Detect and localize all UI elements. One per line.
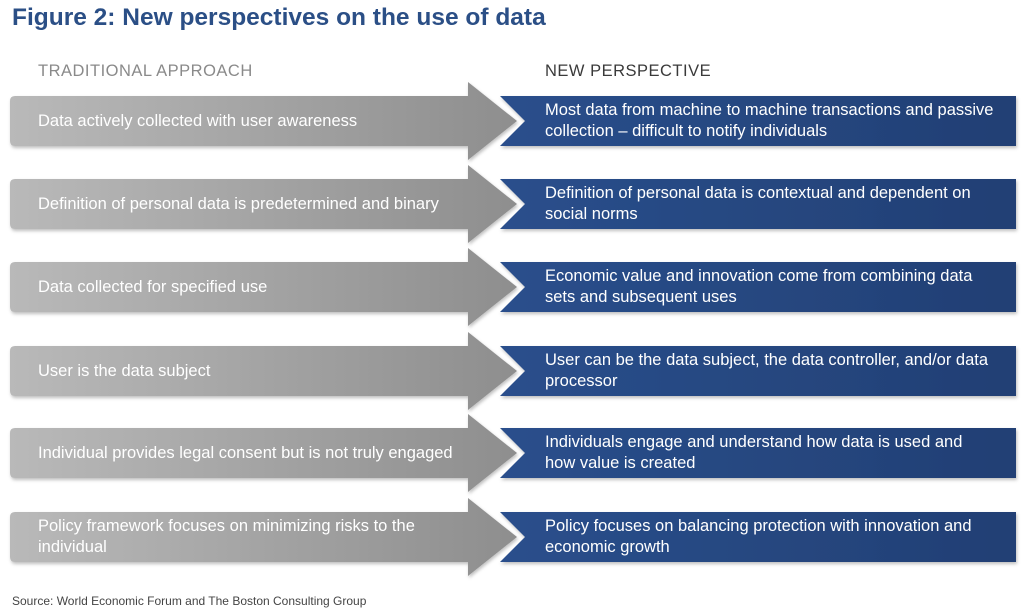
new-perspective-item: Most data from machine to machine transa… [545, 101, 994, 140]
new-perspective-item: Policy focuses on balancing protection w… [545, 517, 972, 556]
new-perspective-box [500, 262, 1016, 312]
traditional-item: Definition of personal data is predeterm… [38, 194, 439, 213]
traditional-arrow [10, 332, 517, 410]
new-perspective-box [500, 179, 1016, 229]
header-traditional-approach: TRADITIONAL APPROACH [38, 62, 253, 80]
new-perspective-box [500, 428, 1016, 478]
new-perspective-item: Definition of personal data is contextua… [545, 184, 971, 223]
new-perspective-box [500, 512, 1016, 562]
header-new-perspective: NEW PERSPECTIVE [545, 62, 712, 80]
new-perspective-item: Economic value and innovation come from … [545, 267, 973, 306]
traditional-item: Policy framework focuses on minimizing r… [38, 517, 415, 556]
source-note: Source: World Economic Forum and The Bos… [12, 594, 367, 608]
new-perspective-item: User can be the data subject, the data c… [545, 351, 989, 390]
traditional-item: Data collected for specified use [38, 277, 268, 296]
traditional-arrow [10, 498, 517, 576]
new-perspective-box [500, 346, 1016, 396]
new-perspective-item: Individuals engage and understand how da… [545, 433, 963, 472]
traditional-arrow [10, 165, 517, 243]
traditional-arrow [10, 248, 517, 326]
traditional-arrow [10, 82, 517, 160]
new-perspective-box [500, 96, 1016, 146]
traditional-item: Individual provides legal consent but is… [38, 443, 453, 462]
figure-title: Figure 2: New perspectives on the use of… [12, 4, 546, 31]
traditional-item: User is the data subject [38, 361, 211, 380]
traditional-arrow [10, 414, 517, 492]
traditional-item: Data actively collected with user awaren… [38, 111, 358, 130]
